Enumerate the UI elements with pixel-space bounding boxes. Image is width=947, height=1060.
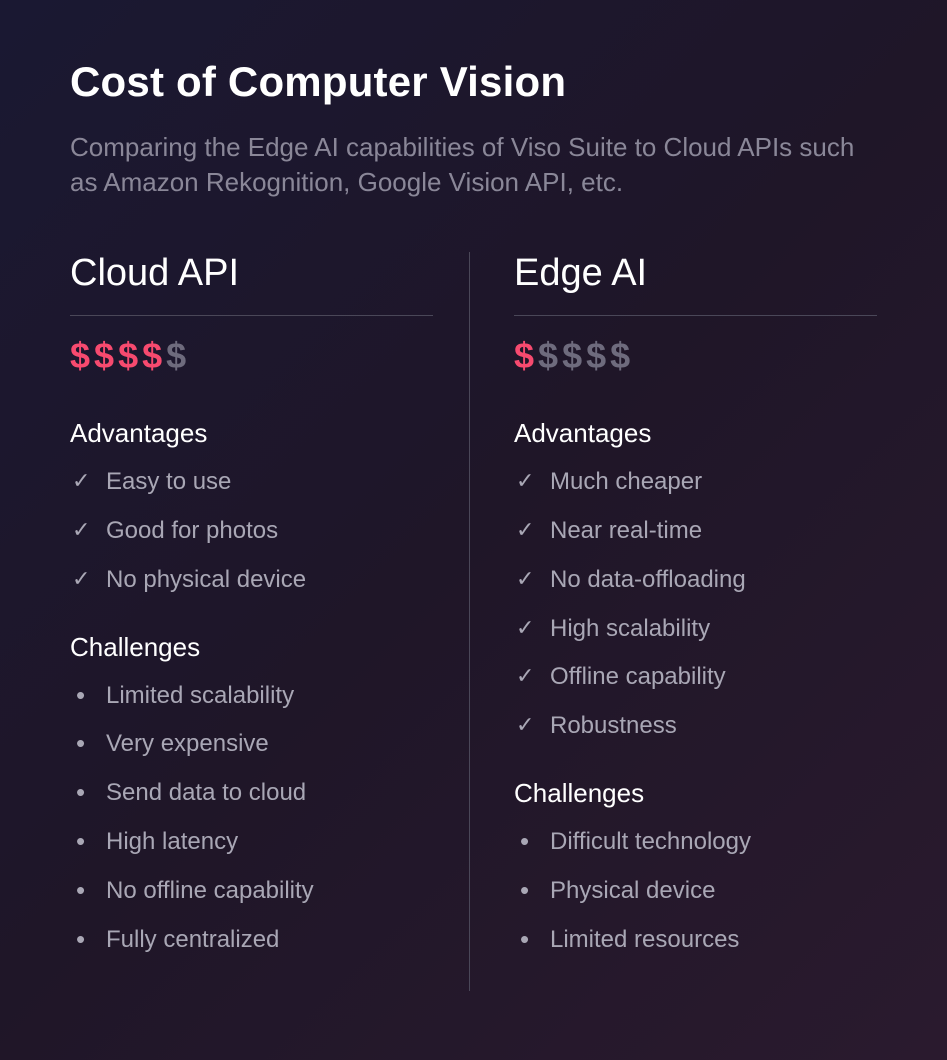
edge-ai-cost: $$$$$ <box>514 338 877 374</box>
list-item-label: Good for photos <box>106 517 278 544</box>
check-icon: ✓ <box>72 514 90 546</box>
check-icon: ✓ <box>516 709 534 741</box>
list-item: ✓ Easy to use <box>70 465 433 500</box>
check-icon: ✓ <box>516 465 534 497</box>
list-item: • Send data to cloud <box>70 776 433 811</box>
list-item-label: Physical device <box>550 877 715 904</box>
edge-challenges-list: • Difficult technology • Physical device • Li… <box>514 825 877 957</box>
cloud-challenges-heading: Challenges <box>70 632 433 663</box>
dollar-icon: $ <box>586 338 606 374</box>
list-item: ✓ No physical device <box>70 563 433 598</box>
page-title: Cost of Computer Vision <box>70 58 877 106</box>
check-icon: ✓ <box>516 514 534 546</box>
list-item-label: Very expensive <box>106 730 269 757</box>
list-item: • No offline capability <box>70 874 433 909</box>
list-item-label: Difficult technology <box>550 828 751 855</box>
dollar-icon: $ <box>118 338 138 374</box>
list-item: • Difficult technology <box>514 825 877 860</box>
bullet-icon: • <box>76 921 85 959</box>
dollar-icon: $ <box>142 338 162 374</box>
page-subtitle: Comparing the Edge AI capabilities of Vi… <box>70 130 870 200</box>
edge-ai-column: Edge AI $$$$$ Advantages ✓Much cheaper✓N… <box>469 252 877 991</box>
bullet-icon: • <box>76 677 85 715</box>
list-item: • Limited scalability <box>70 679 433 714</box>
dollar-icon: $ <box>538 338 558 374</box>
list-item: ✓ Robustness <box>514 709 877 744</box>
list-item-label: Near real-time <box>550 517 702 544</box>
list-item: ✓ Near real-time <box>514 514 877 549</box>
cloud-advantages-heading: Advantages <box>70 418 433 449</box>
bullet-icon: • <box>520 921 529 959</box>
dollar-icon: $ <box>94 338 114 374</box>
bullet-icon: • <box>520 823 529 861</box>
list-item: ✓ Much cheaper <box>514 465 877 500</box>
bullet-icon: • <box>76 823 85 861</box>
bullet-icon: • <box>76 725 85 763</box>
list-item-label: Send data to cloud <box>106 779 306 806</box>
check-icon: ✓ <box>72 563 90 595</box>
list-item-label: Much cheaper <box>550 468 702 495</box>
dollar-icon: $ <box>514 338 534 374</box>
list-item-label: Offline capability <box>550 663 726 690</box>
list-item-label: High scalability <box>550 615 710 642</box>
list-item: ✓ Good for photos <box>70 514 433 549</box>
cloud-api-cost: $$$$$ <box>70 338 433 374</box>
list-item: ✓ No data-offloading <box>514 563 877 598</box>
edge-ai-title: Edge AI <box>514 252 877 295</box>
list-item: ✓ High scalability <box>514 612 877 647</box>
bullet-icon: • <box>76 774 85 812</box>
cloud-api-column: Cloud API $$$$$ Advantages ✓Easy to use✓… <box>70 252 469 991</box>
cloud-api-title: Cloud API <box>70 252 433 295</box>
list-item-label: Easy to use <box>106 468 231 495</box>
list-item: • Limited resources <box>514 923 877 958</box>
edge-challenges-heading: Challenges <box>514 778 877 809</box>
cloud-advantages-list: ✓ Easy to use ✓ Good for photos ✓ No physical… <box>70 465 433 597</box>
list-item: • Physical device <box>514 874 877 909</box>
comparison-columns: Cloud API $$$$$ Advantages ✓Easy to use✓… <box>70 252 877 991</box>
dollar-icon: $ <box>562 338 582 374</box>
list-item-label: Limited resources <box>550 926 739 953</box>
cloud-challenges-list: • Limited scalability • Very expensive • Send… <box>70 679 433 958</box>
dollar-icon: $ <box>610 338 630 374</box>
list-item-label: High latency <box>106 828 238 855</box>
check-icon: ✓ <box>516 563 534 595</box>
bullet-icon: • <box>76 872 85 910</box>
divider <box>70 315 433 316</box>
list-item-label: No data-offloading <box>550 566 746 593</box>
dollar-icon: $ <box>70 338 90 374</box>
check-icon: ✓ <box>516 660 534 692</box>
list-item-label: Fully centralized <box>106 926 279 953</box>
divider <box>514 315 877 316</box>
edge-advantages-heading: Advantages <box>514 418 877 449</box>
list-item-label: Robustness <box>550 712 677 739</box>
dollar-icon: $ <box>166 338 186 374</box>
list-item-label: No physical device <box>106 566 306 593</box>
list-item-label: No offline capability <box>106 877 314 904</box>
list-item: • High latency <box>70 825 433 860</box>
list-item-label: Limited scalability <box>106 682 294 709</box>
list-item: • Very expensive <box>70 727 433 762</box>
bullet-icon: • <box>520 872 529 910</box>
check-icon: ✓ <box>516 612 534 644</box>
list-item: • Fully centralized <box>70 923 433 958</box>
edge-advantages-list: ✓ Much cheaper ✓ Near real-time ✓ No data-off… <box>514 465 877 744</box>
list-item: ✓ Offline capability <box>514 660 877 695</box>
check-icon: ✓ <box>72 465 90 497</box>
